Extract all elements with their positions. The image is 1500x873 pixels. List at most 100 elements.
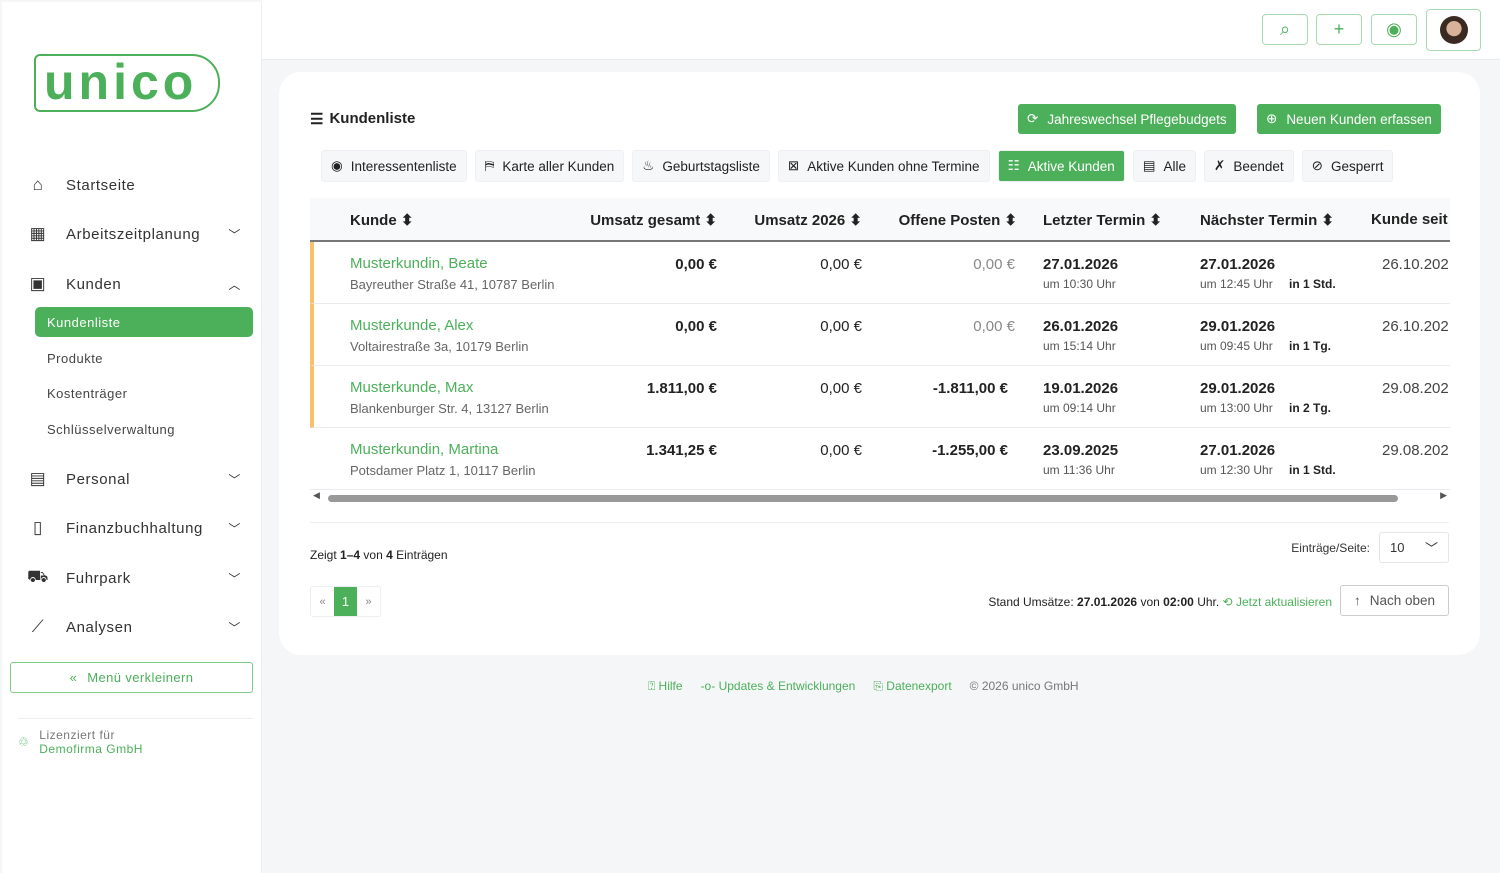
customer-table: Kunde ⬍ Umsatz gesamt ⬍ Umsatz 2026 ⬍ Of… [310, 198, 1450, 490]
sidebar-item-arbeitszeitplanung[interactable]: ▦ Arbeitszeitplanung ﹀ [26, 219, 241, 249]
filter-geburtstagsliste[interactable]: ♨ Geburtstagsliste [632, 150, 770, 182]
col-kunde[interactable]: Kunde ⬍ [350, 212, 414, 229]
table-row[interactable]: Musterkundin, Beate Bayreuther Straße 41… [310, 242, 1450, 304]
logo[interactable]: unico [34, 54, 220, 112]
sidebar-sub-schluesselverwaltung[interactable]: Schlüsselverwaltung [47, 421, 176, 437]
sidebar-sub-kundenliste[interactable]: Kundenliste [35, 307, 253, 337]
filter-label: Interessentenliste [350, 158, 457, 174]
cake-icon: ♨ [642, 158, 655, 173]
search-button[interactable]: ⌕ [1262, 14, 1308, 45]
chevron-down-icon: ﹀ [228, 521, 241, 536]
year-change-button[interactable]: ⟳ Jahreswechsel Pflegebudgets [1018, 104, 1236, 134]
refresh-icon: ⟳ [1027, 111, 1039, 126]
open-items: -1.255,00 € [932, 442, 1008, 459]
customer-since: 26.10.202 [1382, 318, 1449, 335]
sidebar-item-fuhrpark[interactable]: ⛟ Fuhrpark ﹀ [26, 563, 241, 593]
col-letzter-termin[interactable]: Letzter Termin ⬍ [1043, 212, 1162, 229]
page-1-button[interactable]: 1 [334, 587, 357, 616]
list-icon: ▤ [1142, 158, 1156, 173]
next-appointment-time: um 12:45 Uhr [1200, 277, 1273, 291]
chevron-down-icon: ﹀ [228, 571, 241, 586]
sidebar-item-label: Arbeitszeitplanung [66, 225, 201, 243]
scrollbar-thumb[interactable] [328, 495, 1398, 502]
filter-aktive-kunden-ohne-termine[interactable]: ⊠ Aktive Kunden ohne Termine [777, 150, 990, 182]
filter-alle[interactable]: ▤ Alle [1132, 150, 1197, 182]
sidebar-sub-produkte[interactable]: Produkte [47, 350, 104, 366]
avatar[interactable] [1426, 9, 1481, 51]
last-appointment-time: um 11:36 Uhr [1043, 463, 1115, 477]
customer-name-link[interactable]: Musterkunde, Alex [350, 317, 474, 334]
next-appointment-date: 27.01.2026 [1200, 442, 1276, 459]
filter-karte-aller-kunden[interactable]: ⛿ Karte aller Kunden [474, 150, 625, 182]
car-icon: ⛟ [27, 567, 49, 586]
customer-since: 26.10.202 [1382, 256, 1449, 273]
last-appointment-time: um 15:14 Uhr [1043, 339, 1116, 353]
per-page-label: Einträge/Seite: [1291, 540, 1370, 555]
list-icon: ☰ [310, 111, 324, 128]
license-company: Demofirma GmbH [39, 742, 143, 756]
scroll-left-icon[interactable]: ◀ [313, 490, 320, 500]
sidebar-item-analysen[interactable]: ⟋ Analysen ﹀ [26, 612, 241, 642]
staff-icon: ▤ [29, 469, 47, 488]
customer-address: Bayreuther Straße 41, 10787 Berlin [350, 277, 555, 292]
add-button[interactable]: + [1316, 14, 1362, 45]
col-umsatz-gesamt[interactable]: Umsatz gesamt ⬍ [590, 212, 717, 229]
help-link[interactable]: ⍰ Hilfe [648, 679, 683, 693]
back-to-top-button[interactable]: ↑ Nach oben [1340, 585, 1449, 616]
last-appointment-date: 26.01.2026 [1043, 318, 1119, 335]
sidebar-item-label: Analysen [66, 618, 133, 636]
shrink-menu-button[interactable]: « Menü verkleinern [10, 662, 253, 693]
horizontal-scrollbar[interactable]: ◀ ▶ [310, 490, 1450, 504]
revenue-total: 1.811,00 € [646, 380, 717, 397]
map-icon: ⛿ [484, 158, 495, 173]
scroll-right-icon[interactable]: ▶ [1440, 490, 1447, 500]
next-appointment-time: um 12:30 Uhr [1200, 463, 1273, 477]
sidebar-item-startseite[interactable]: ⌂ Startseite [26, 170, 241, 200]
customer-since: 29.08.202 [1382, 380, 1449, 397]
prev-page-button[interactable]: « [319, 595, 326, 608]
next-page-button[interactable]: » [365, 595, 372, 608]
per-page-select[interactable]: 10 ﹀ [1379, 532, 1449, 563]
customer-list-card: ☰ Kundenliste ⟳ Jahreswechsel Pflegebudget… [279, 72, 1480, 655]
next-appointment-date: 27.01.2026 [1200, 256, 1276, 273]
sidebar-sub-kostentraeger[interactable]: Kostenträger [47, 385, 128, 401]
col-offene-posten[interactable]: Offene Posten ⬍ [898, 212, 1017, 229]
per-page: Einträge/Seite: 10 ﹀ [1291, 532, 1449, 563]
chevron-down-icon: ﹀ [228, 227, 241, 242]
col-naechster-termin[interactable]: Nächster Termin ⬍ [1200, 212, 1335, 229]
customer-name-link[interactable]: Musterkundin, Martina [350, 441, 499, 458]
user-circle-icon: ◉ [1386, 19, 1402, 39]
refresh-link[interactable]: ⟲ Jetzt aktualisieren [1222, 595, 1332, 609]
table-row[interactable]: Musterkunde, Max Blankenburger Str. 4, 1… [310, 366, 1450, 428]
filter-interessentenliste[interactable]: ◉ Interessentenliste [321, 150, 467, 182]
customer-name-link[interactable]: Musterkunde, Max [350, 379, 474, 396]
export-link[interactable]: ⎘ Datenexport [873, 679, 952, 693]
back-to-top-label: Nach oben [1369, 593, 1436, 608]
filter-beendet[interactable]: ✗ Beendet [1204, 150, 1294, 182]
filter-gesperrt[interactable]: ⊘ Gesperrt [1301, 150, 1394, 182]
next-appointment-date: 29.01.2026 [1200, 318, 1276, 335]
customer-name-link[interactable]: Musterkundin, Beate [350, 255, 488, 272]
file-export-icon: ⎘ [873, 679, 883, 693]
calendar-icon: ▦ [29, 224, 47, 243]
sidebar-item-label: Startseite [66, 176, 136, 194]
plus-circle-icon: ⊕ [1266, 111, 1278, 126]
table-row[interactable]: Musterkundin, Martina Potsdamer Platz 1,… [310, 428, 1450, 490]
sidebar-item-kunden[interactable]: ▣ Kunden ︿ [26, 269, 241, 299]
chevron-down-icon: ﹀ [228, 620, 241, 635]
col-kunde-seit[interactable]: Kunde seit [1371, 211, 1448, 228]
revenue-year: 0,00 € [820, 318, 862, 335]
profile-button[interactable]: ◉ [1371, 14, 1417, 45]
table-row[interactable]: Musterkunde, Alex Voltairestraße 3a, 101… [310, 304, 1450, 366]
entries-summary: Zeigt 1–4 von 4 Einträgen [310, 548, 448, 562]
col-umsatz-2026[interactable]: Umsatz 2026 ⬍ [754, 212, 862, 229]
new-customer-button[interactable]: ⊕ Neuen Kunden erfassen [1257, 104, 1441, 134]
chevron-down-icon: ﹀ [1424, 541, 1438, 556]
sidebar-item-personal[interactable]: ▤ Personal ﹀ [26, 464, 241, 494]
filter-aktive-kunden[interactable]: ☷ Aktive Kunden [997, 150, 1125, 182]
sidebar-item-finanzbuchhaltung[interactable]: ▯ Finanzbuchhaltung ﹀ [26, 513, 241, 543]
commit-icon: -o- [700, 679, 716, 693]
users-icon: ☷ [1007, 158, 1020, 173]
updates-link[interactable]: -o- Updates & Entwicklungen [700, 679, 856, 693]
last-appointment-time: um 09:14 Uhr [1043, 401, 1116, 415]
